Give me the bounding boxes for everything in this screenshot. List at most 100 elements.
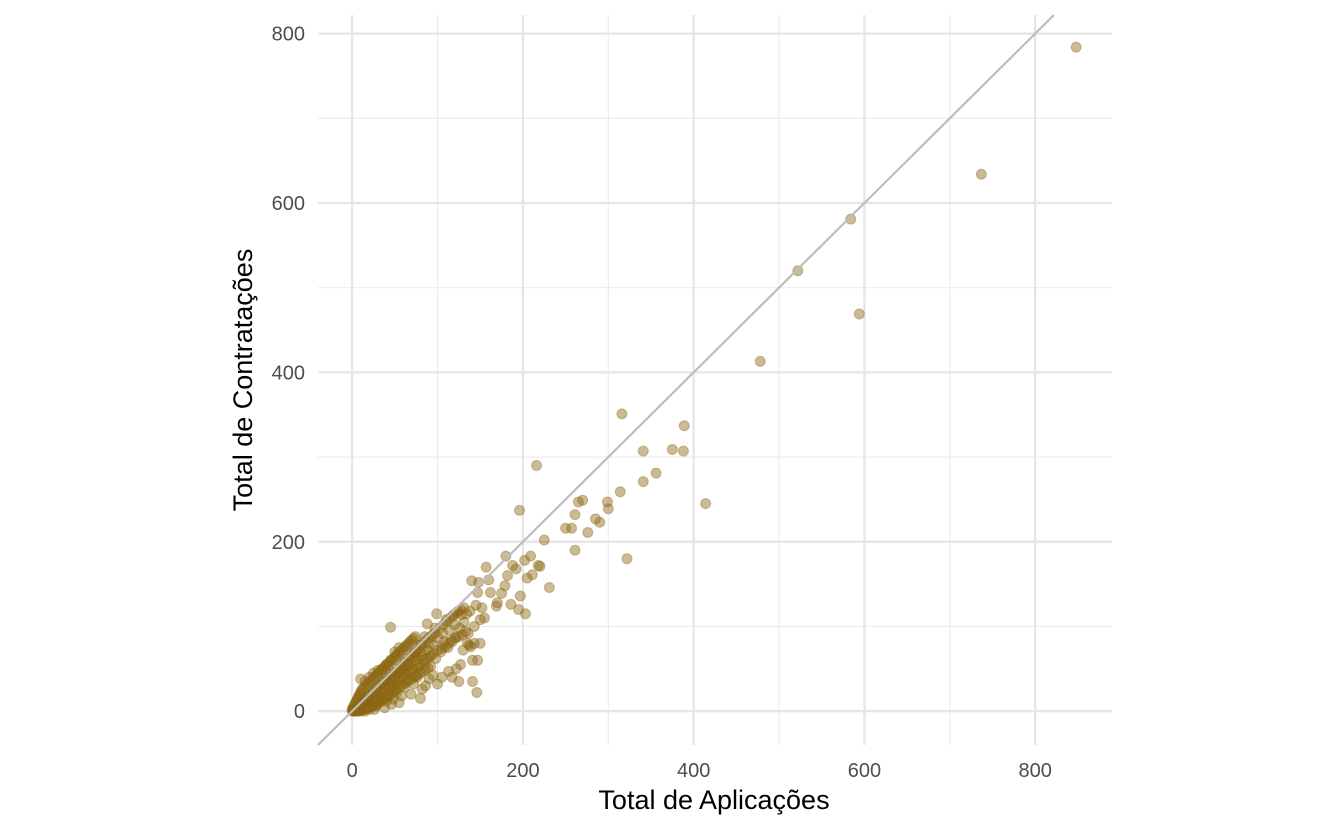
scatter-point [414, 646, 426, 658]
scatter-point [361, 703, 373, 715]
scatter-point [377, 663, 389, 675]
scatter-point [372, 686, 384, 698]
scatter-point [356, 704, 368, 716]
scatter-point [367, 667, 379, 679]
x-axis-ticks: 0 200 400 600 800 [347, 760, 1052, 782]
scatter-point [538, 534, 550, 546]
scatter-point [461, 637, 473, 649]
scatter-point [359, 705, 371, 717]
scatter-point [637, 476, 649, 488]
scatter-point [391, 663, 403, 675]
scatter-point [438, 636, 450, 648]
scatter-point [352, 692, 364, 704]
scatter-point [391, 649, 403, 661]
scatter-point [472, 654, 484, 666]
scatter-point [474, 614, 486, 626]
scatter-point [500, 550, 512, 562]
scatter-point [413, 661, 425, 673]
scatter-point [491, 597, 503, 609]
scatter-point [353, 700, 365, 712]
scatter-point [464, 605, 476, 617]
scatter-point [376, 692, 388, 704]
scatter-point [569, 544, 581, 556]
scatter-point [411, 671, 423, 683]
scatter-point [423, 637, 435, 649]
scatter-point [390, 684, 402, 696]
scatter-point [350, 704, 362, 716]
scatter-point [378, 675, 390, 687]
scatter-point [1070, 41, 1082, 53]
scatter-point [351, 693, 363, 705]
scatter-point [397, 671, 409, 683]
scatter-point [350, 705, 362, 717]
scatter-point [366, 693, 378, 705]
scatter-point [391, 682, 403, 694]
scatter-point [437, 627, 449, 639]
scatter-point [388, 686, 400, 698]
scatter-point [414, 667, 426, 679]
x-tick-label: 200 [506, 760, 539, 782]
scatter-point [432, 678, 444, 690]
scatter-point [446, 636, 458, 648]
scatter-point [362, 702, 374, 714]
scatter-point [370, 670, 382, 682]
scatter-point [572, 496, 584, 508]
scatter-point [449, 619, 461, 631]
scatter-point [616, 408, 628, 420]
scatter-point [457, 644, 469, 656]
scatter-point [389, 673, 401, 685]
scatter-point [384, 656, 396, 668]
scatter-point [385, 654, 397, 666]
scatter-point [519, 608, 531, 620]
scatter-point [367, 686, 379, 698]
scatter-point [507, 559, 519, 571]
scatter-point [414, 639, 426, 651]
scatter-point [420, 653, 432, 665]
y-axis-ticks: 0 200 400 600 800 [272, 24, 305, 723]
scatter-point [385, 654, 397, 666]
scatter-point [380, 695, 392, 707]
scatter-point [349, 704, 361, 716]
scatter-point [409, 670, 421, 682]
y-axis-title: Total de Contratações [228, 249, 258, 512]
scatter-point [388, 666, 400, 678]
scatter-point [399, 641, 411, 653]
scatter-point [589, 513, 601, 525]
scatter-point [490, 600, 502, 612]
scatter-point [461, 608, 473, 620]
scatter-point [363, 671, 375, 683]
scatter-point [363, 690, 375, 702]
scatter-point [379, 683, 391, 695]
scatter-point [384, 689, 396, 701]
scatter-point [354, 699, 366, 711]
scatter-point [387, 693, 399, 705]
data-points [346, 41, 1082, 717]
scatter-point [385, 698, 397, 710]
scatter-point [602, 503, 614, 515]
scatter-point [412, 642, 424, 654]
scatter-point [471, 686, 483, 698]
scatter-point [389, 671, 401, 683]
scatter-point [367, 700, 379, 712]
scatter-point [415, 639, 427, 651]
scatter-point [792, 265, 804, 277]
scatter-point [398, 656, 410, 668]
scatter-point [372, 664, 384, 676]
scatter-point [359, 675, 371, 687]
scatter-point [468, 637, 480, 649]
scatter-point [374, 679, 386, 691]
scatter-point [594, 516, 606, 528]
scatter-point [436, 671, 448, 683]
scatter-point [383, 690, 395, 702]
scatter-point [499, 580, 511, 592]
scatter-point [403, 666, 415, 678]
scatter-point [363, 703, 375, 715]
scatter-point [384, 671, 396, 683]
scatter-point [435, 646, 447, 658]
scatter-point [427, 670, 439, 682]
scatter-point [427, 648, 439, 660]
scatter-point [407, 672, 419, 684]
scatter-point [356, 703, 368, 715]
scatter-point [853, 308, 865, 320]
scatter-point [582, 526, 594, 538]
